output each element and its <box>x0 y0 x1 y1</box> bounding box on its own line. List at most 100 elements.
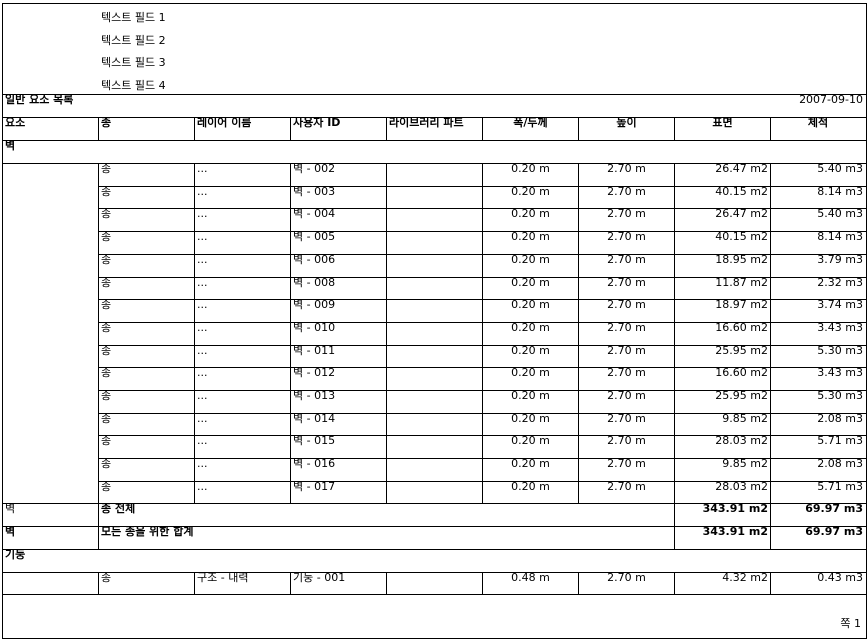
table-row-cell: 종 <box>98 163 194 186</box>
table-row-cell: 0.20 m <box>482 253 578 277</box>
table-row-cell <box>3 413 98 436</box>
table-row-cell: 3.43 m3 <box>770 367 865 391</box>
summary-volume: 69.97 m3 <box>770 503 865 526</box>
table-row-cell: 2.70 m <box>578 390 674 413</box>
table-row-cell: ... <box>194 480 290 504</box>
table-row-cell: ... <box>194 412 290 436</box>
table-row-cell <box>386 299 482 323</box>
column-header-cell: 체적 <box>770 117 865 140</box>
table-row-cell <box>386 458 482 482</box>
table-row-cell: 2.70 m <box>578 276 674 300</box>
summary-volume: 69.97 m3 <box>770 526 865 549</box>
table-row-cell: 5.30 m3 <box>770 390 865 413</box>
table-row-cell: 종 <box>98 276 194 300</box>
table-row-cell: 벽 - 003 <box>290 185 386 209</box>
table-row-cell: 2.70 m <box>578 163 674 186</box>
table-row-cell: 0.48 m <box>482 572 578 595</box>
table-row-cell: 벽 - 010 <box>290 321 386 345</box>
table-row-cell: 16.60 m2 <box>674 321 770 345</box>
table-row-cell <box>386 231 482 255</box>
report-title: 일반 요소 목록 <box>5 94 74 106</box>
table-row-cell: ... <box>194 276 290 300</box>
table-row-cell: 5.40 m3 <box>770 208 865 232</box>
table-row-cell: 26.47 m2 <box>674 208 770 232</box>
table-row-cell: 0.20 m <box>482 299 578 323</box>
table-row-cell <box>3 208 98 231</box>
table-row-cell: 종 <box>98 321 194 345</box>
table-row-cell <box>386 435 482 459</box>
table-row-cell: 0.43 m3 <box>770 572 865 595</box>
table-row-cell: 종 <box>98 231 194 255</box>
table-row-cell: 0.20 m <box>482 208 578 232</box>
table-row-cell <box>3 458 98 481</box>
divider <box>3 572 866 573</box>
table-row-cell: 2.08 m3 <box>770 458 865 482</box>
column-header-cell: 표면 <box>674 117 770 140</box>
table-row-cell: 벽 - 002 <box>290 163 386 186</box>
table-row-cell: ... <box>194 208 290 232</box>
page-number: 쪽 1 <box>840 618 861 630</box>
table-row-cell: 0.20 m <box>482 390 578 413</box>
table-row-cell <box>386 480 482 504</box>
column-header-cell: 요소 <box>5 117 26 129</box>
column-header-cell: 레이어 이름 <box>194 117 290 140</box>
table-row-cell: 종 <box>98 208 194 232</box>
table-row-cell: 0.20 m <box>482 367 578 391</box>
table-row-cell: 0.20 m <box>482 276 578 300</box>
table-row-cell <box>3 254 98 277</box>
header-field: 텍스트 필드 3 <box>101 56 166 70</box>
table-row-cell: 벽 - 016 <box>290 458 386 482</box>
summary-label: 종 전체 <box>98 503 674 526</box>
table-row-cell: 2.70 m <box>578 367 674 391</box>
report-page: 텍스트 필드 1 텍스트 필드 2 텍스트 필드 3 텍스트 필드 4 일반 요소 목록… <box>2 3 867 639</box>
table-row-cell <box>3 186 98 209</box>
table-row-cell: 종 <box>98 344 194 368</box>
table-row-cell: 3.74 m3 <box>770 299 865 323</box>
table-row-cell: 벽 - 017 <box>290 480 386 504</box>
table-row-cell: 2.70 m <box>578 185 674 209</box>
table-row-cell: ... <box>194 185 290 209</box>
summary-surface: 343.91 m2 <box>674 503 770 526</box>
table-row-cell <box>386 572 482 595</box>
table-row-cell: 벽 - 004 <box>290 208 386 232</box>
table-row-cell: 구조 - 내력 <box>194 572 290 595</box>
table-row-cell: ... <box>194 435 290 459</box>
divider <box>3 503 866 504</box>
divider <box>3 163 866 164</box>
header-field: 텍스트 필드 1 <box>101 11 166 24</box>
table-row-cell: 8.14 m3 <box>770 185 865 209</box>
table-row-cell: ... <box>194 344 290 368</box>
table-row-cell: 종 <box>98 458 194 482</box>
table-row-cell: ... <box>194 390 290 413</box>
table-row-cell: 2.70 m <box>578 480 674 504</box>
table-row-cell: 0.20 m <box>482 163 578 186</box>
table-row-cell: 벽 - 006 <box>290 253 386 277</box>
table-row-cell: ... <box>194 367 290 391</box>
table-row-cell <box>386 163 482 186</box>
table-row-cell <box>3 390 98 413</box>
table-row-cell: 8.14 m3 <box>770 231 865 255</box>
divider <box>3 549 866 550</box>
table-row-cell: 벽 - 015 <box>290 435 386 459</box>
divider <box>3 594 866 595</box>
table-row-cell: ... <box>194 299 290 323</box>
table-row-cell: 0.20 m <box>482 435 578 459</box>
table-row-cell: 40.15 m2 <box>674 231 770 255</box>
table-row-cell: ... <box>194 321 290 345</box>
table-row-cell: 3.79 m3 <box>770 253 865 277</box>
group-label: 기둥 <box>5 549 26 561</box>
table-row-cell <box>3 277 98 300</box>
table-row-cell: 26.47 m2 <box>674 163 770 186</box>
table-row-cell: 5.71 m3 <box>770 480 865 504</box>
table-row-cell: 16.60 m2 <box>674 367 770 391</box>
table-row-cell <box>3 299 98 322</box>
table-row-cell: 종 <box>98 299 194 323</box>
table-row-cell <box>3 481 98 504</box>
table-row-cell: 종 <box>98 412 194 436</box>
table-row-cell <box>3 345 98 368</box>
summary-surface: 343.91 m2 <box>674 526 770 549</box>
table-row-cell <box>386 253 482 277</box>
column-header-cell: 높이 <box>578 117 674 140</box>
table-row-cell: 종 <box>98 185 194 209</box>
table-row-cell: 0.20 m <box>482 480 578 504</box>
